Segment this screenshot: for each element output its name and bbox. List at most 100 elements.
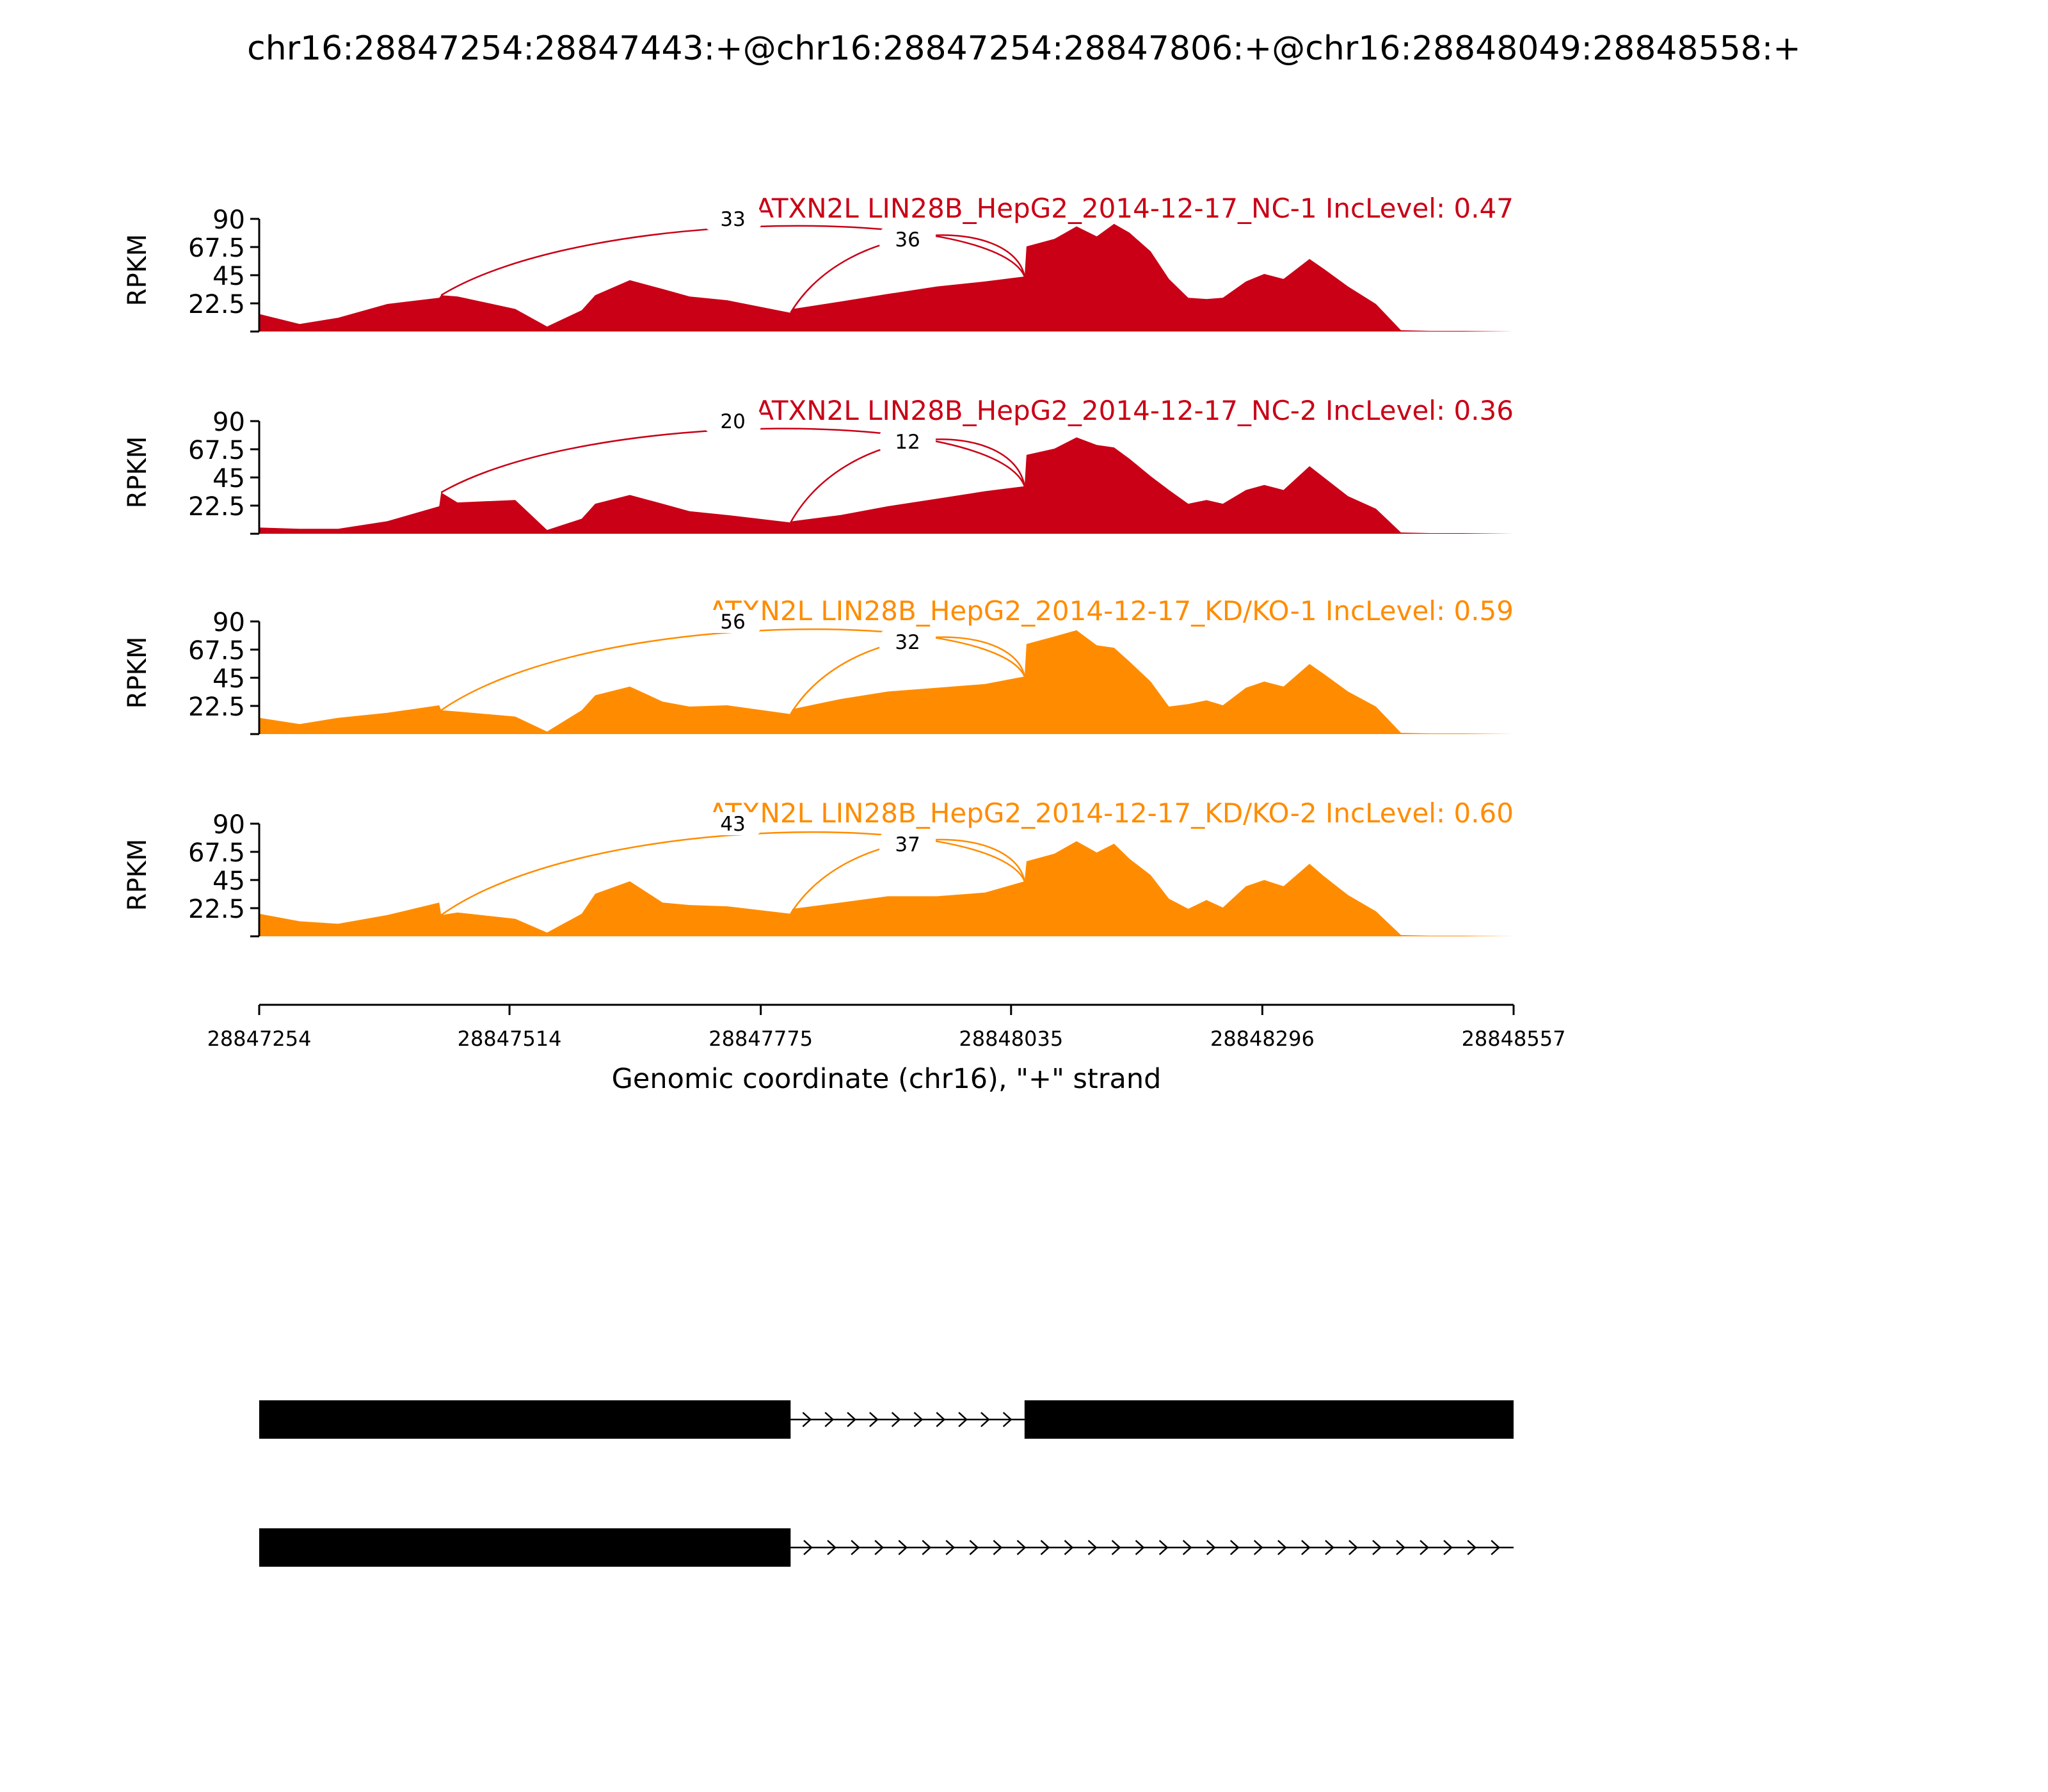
y-tick-label: 45 [212,664,245,694]
junction-arc [440,628,1026,711]
strand-arrow [847,1412,856,1427]
strand-arrow [1372,1540,1382,1555]
y-tick-label: 67.5 [188,234,245,263]
y-axis-label: RPKM [123,839,152,911]
strand-arrow [1002,1412,1012,1427]
strand-arrow [869,1412,879,1427]
strand-arrow [1206,1540,1216,1555]
series-label: ATXN2L LIN28B_HepG2_2014-12-17_NC-1 IncL… [755,193,1514,224]
strand-arrow [1325,1540,1334,1555]
strand-arrow [1467,1540,1477,1555]
strand-arrow [1182,1540,1192,1555]
strand-arrow [1016,1540,1027,1555]
x-tick-label: 28848035 [959,1027,1063,1051]
junction-arc [440,831,1026,916]
exon-block [1024,1400,1514,1439]
strand-arrow [980,1412,990,1427]
y-axis-label: RPKM [123,637,152,709]
junction-count-label: 37 [895,833,920,856]
strand-arrow [1443,1540,1453,1555]
junction-count-box [879,833,936,856]
y-tick-label: 45 [212,464,245,493]
strand-arrow [1229,1540,1240,1555]
coverage-area [259,437,1514,534]
x-tick-label: 28848296 [1210,1027,1315,1051]
series-label: ATXN2L LIN28B_HepG2_2014-12-17_KD/KO-2 I… [709,797,1514,829]
coverage-area [259,841,1514,936]
strand-arrow [1111,1540,1121,1555]
strand-arrow [1087,1540,1098,1555]
strand-arrow [851,1540,861,1555]
junction-count-box [705,410,762,433]
x-tick-label: 28847254 [207,1027,312,1051]
strand-arrow [993,1540,1003,1555]
junction-count-label: 33 [720,208,745,231]
strand-arrow [1040,1540,1050,1555]
junction-count-box [705,610,762,633]
strand-arrow [945,1540,956,1555]
junction-count-label: 12 [895,431,920,454]
y-tick-label: 90 [212,810,245,840]
y-tick-label: 22.5 [188,290,245,319]
x-tick-label: 28847514 [458,1027,562,1051]
junction-count-box [705,207,762,230]
strand-arrow [1420,1540,1429,1555]
strand-arrow [1348,1540,1358,1555]
y-tick-label: 67.5 [188,636,245,666]
junction-count-label: 36 [895,228,920,252]
junction-arc [440,225,1026,296]
y-tick-label: 45 [212,262,245,291]
junction-count-label: 32 [895,631,920,654]
series-label: ATXN2L LIN28B_HepG2_2014-12-17_NC-2 IncL… [755,395,1514,426]
x-axis-label: Genomic coordinate (chr16), "+" strand [612,1063,1162,1095]
y-axis-label: RPKM [123,436,152,509]
x-tick-label: 28848557 [1462,1027,1566,1051]
y-tick-label: 90 [212,408,245,437]
y-tick-label: 45 [212,867,245,896]
y-tick-label: 90 [212,608,245,637]
strand-arrow [1135,1540,1145,1555]
strand-arrow [874,1540,884,1555]
strand-arrow [891,1412,901,1427]
junction-count-box [879,228,936,251]
junction-count-box [879,630,936,653]
junction-arc [440,428,1026,493]
junction-count-box [705,812,762,835]
strand-arrow [969,1540,979,1555]
strand-arrow [802,1412,812,1427]
strand-arrow [827,1540,836,1555]
coverage-area [259,223,1514,332]
y-tick-label: 67.5 [188,838,245,868]
plot-title: chr16:28847254:28847443:+@chr16:28847254… [247,29,1801,68]
strand-arrow [803,1540,813,1555]
strand-arrow [1158,1540,1169,1555]
junction-count-label: 56 [720,611,745,634]
isoform [259,1400,1514,1439]
strand-arrow [898,1540,908,1555]
strand-arrow [1491,1540,1501,1555]
strand-arrow [936,1412,946,1427]
strand-arrow [1277,1540,1287,1555]
exon-block [259,1528,791,1567]
strand-arrow [1253,1540,1263,1555]
y-tick-label: 22.5 [188,492,245,522]
y-tick-label: 90 [212,205,245,235]
strand-arrow [824,1412,835,1427]
strand-arrow [913,1412,924,1427]
coverage-area [259,630,1514,734]
series-label: ATXN2L LIN28B_HepG2_2014-12-17_KD/KO-1 I… [709,595,1514,627]
junction-count-label: 20 [720,410,745,433]
strand-arrow [1064,1540,1074,1555]
x-tick-label: 28847775 [708,1027,813,1051]
y-tick-label: 22.5 [188,895,245,924]
exon-block [259,1400,791,1439]
isoform [259,1528,1514,1567]
junction-count-box [879,430,936,453]
strand-arrow [922,1540,932,1555]
strand-arrow [1396,1540,1405,1555]
